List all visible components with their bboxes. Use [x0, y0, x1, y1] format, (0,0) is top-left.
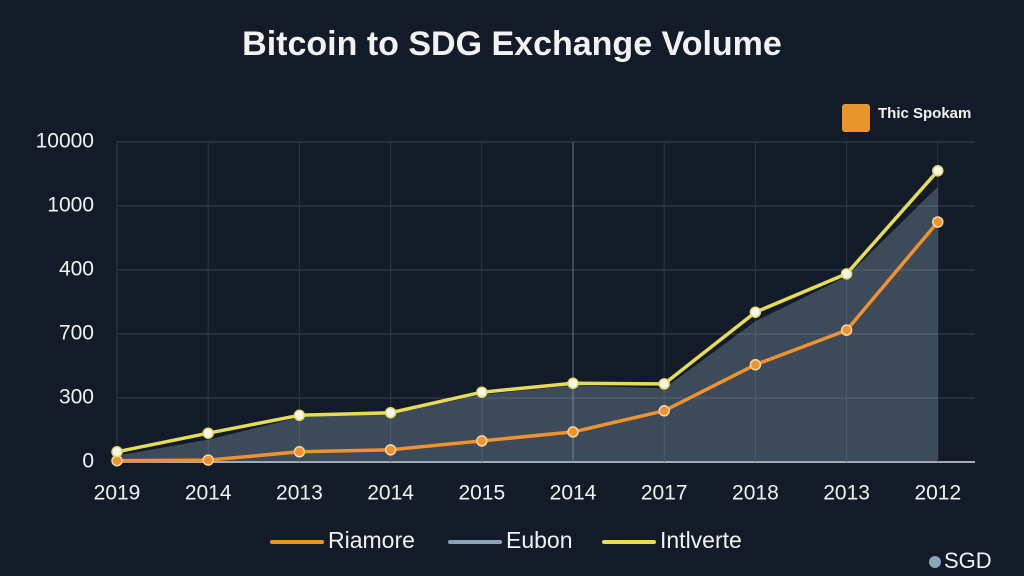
x-tick-label: 2014 — [550, 482, 597, 505]
point — [111, 446, 123, 458]
line — [116, 169, 940, 454]
point — [749, 358, 762, 371]
currency-label: SGD — [944, 548, 992, 573]
x-tick-label: 2014 — [367, 482, 414, 505]
x-tick-label: 2019 — [94, 482, 141, 505]
point — [840, 324, 853, 336]
y-tick-label: 300 — [59, 386, 94, 409]
x-tick-label: 2018 — [732, 482, 779, 505]
point — [932, 165, 944, 177]
point — [476, 386, 488, 398]
point — [202, 454, 214, 466]
point — [840, 268, 853, 280]
x-tick-label: 2015 — [458, 482, 505, 505]
point — [567, 377, 579, 390]
point — [476, 435, 488, 447]
brand-name: Thic Spokam — [878, 105, 971, 122]
brand-icon — [842, 104, 870, 132]
point — [932, 216, 944, 228]
y-tick-label: 0 — [82, 450, 94, 473]
legend-label: Intlverte — [660, 527, 742, 553]
currency-icon — [929, 556, 941, 568]
x-tick-label: 2012 — [914, 482, 961, 505]
point — [293, 409, 306, 422]
point — [749, 306, 762, 318]
x-tick-label: 2013 — [823, 482, 870, 505]
point — [202, 427, 214, 439]
x-tick-label: 2014 — [185, 482, 232, 505]
legend-label: Eubon — [506, 527, 573, 553]
point — [384, 406, 397, 419]
y-tick-label: 10000 — [36, 130, 94, 153]
y-tick-label: 1000 — [47, 194, 94, 217]
point — [658, 378, 670, 390]
point — [658, 405, 670, 417]
legend-label: Riamore — [328, 527, 415, 553]
point — [384, 444, 397, 456]
chart-title: Bitcoin to SDG Exchange Volume — [242, 25, 782, 63]
y-tick-label: 400 — [59, 258, 94, 281]
x-tick-label: 2013 — [276, 482, 323, 505]
point — [567, 426, 579, 438]
line — [116, 220, 940, 463]
x-tick-label: 2017 — [641, 482, 688, 505]
y-tick-label: 700 — [59, 322, 94, 345]
area — [117, 186, 938, 463]
point — [293, 446, 306, 458]
